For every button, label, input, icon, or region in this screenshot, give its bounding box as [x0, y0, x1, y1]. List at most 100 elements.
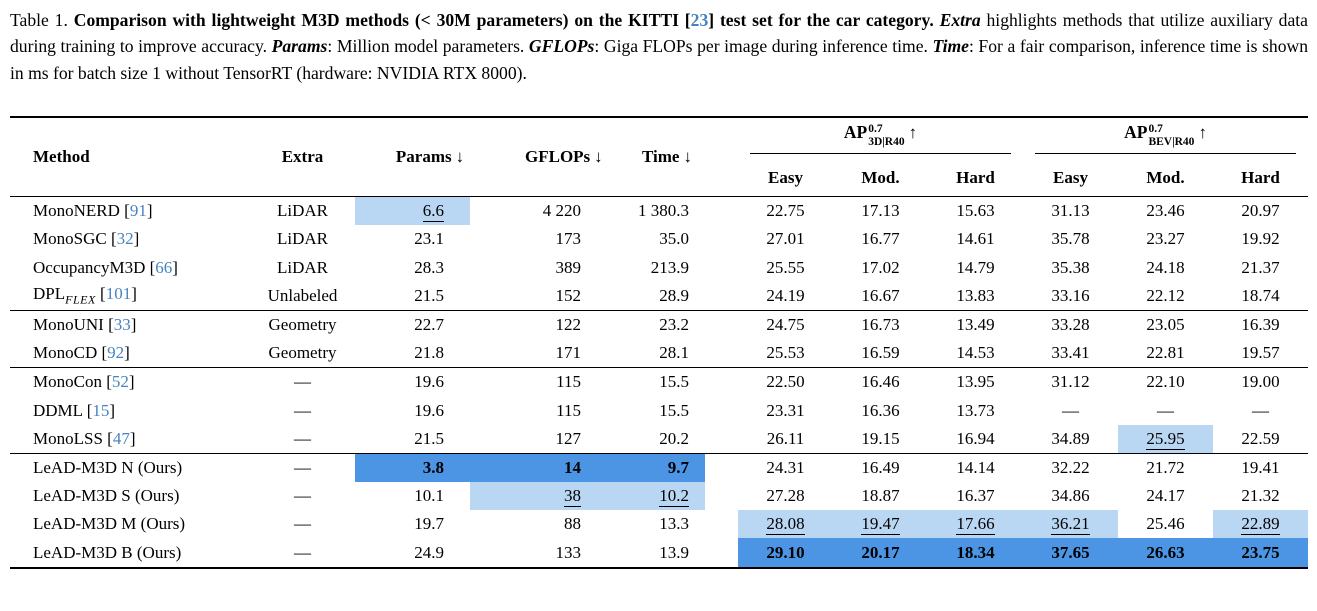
cell-value: 25.95: [1146, 428, 1185, 450]
method-name: LeAD-M3D B (Ours): [33, 542, 182, 562]
cell-method: LeAD-M3D B (Ours): [10, 538, 250, 567]
cell-value: 16.39: [1241, 315, 1280, 335]
cell-value: 6.6: [422, 201, 444, 223]
cell-method: MonoLSS [47]: [33, 428, 136, 448]
citation-link[interactable]: 32: [116, 229, 134, 249]
cell-value: 21.72: [1146, 457, 1185, 477]
ap3d-supsub: 0.7 3D|R40: [868, 123, 904, 148]
cell-value: 20.2: [659, 428, 689, 448]
cell-apbev-hard: 23.75: [1213, 538, 1309, 568]
citation-link[interactable]: 66: [155, 257, 173, 277]
cell-apbev-hard: 19.00: [1213, 368, 1308, 397]
cell-ap3d-hard: 17.66: [928, 510, 1024, 539]
cell-value: —: [1062, 400, 1080, 420]
cell-value: 33.16: [1051, 285, 1090, 305]
citation-link[interactable]: 101: [105, 284, 132, 304]
header-row-subcols: Easy Mod. Hard Easy Mod. Hard: [10, 160, 1308, 197]
cell-value: 31.13: [1051, 201, 1090, 221]
cell-apbev-mod: 25.95: [1118, 424, 1214, 454]
cell-value: 10.2: [659, 486, 689, 508]
cell-value: 26.63: [1146, 542, 1185, 562]
cell-value: 10.1: [414, 486, 444, 506]
cell-apbev-easy: 32.22: [1023, 453, 1118, 482]
cell-value: 13.9: [659, 542, 689, 562]
column-gap: [705, 117, 738, 197]
cell-extra: —: [294, 400, 311, 420]
cell-value: 15.63: [956, 201, 995, 221]
cell-time: 9.7: [595, 453, 705, 483]
citation-link[interactable]: 52: [111, 372, 129, 392]
citation-link[interactable]: 92: [107, 343, 125, 363]
cell-value: 16.94: [956, 428, 995, 448]
cell-value: 16.59: [861, 343, 900, 363]
cell-value: 16.77: [861, 229, 900, 249]
cell-ap3d-mod: 16.73: [833, 310, 928, 339]
column-gap: [705, 368, 738, 397]
cell-value: 14.14: [956, 457, 995, 477]
cell-ap3d-mod: 19.47: [833, 510, 928, 539]
cell-value: 19.41: [1241, 457, 1280, 477]
method-name: MonoLSS: [33, 428, 103, 448]
citation-link[interactable]: 91: [129, 201, 147, 221]
cell-apbev-easy: 35.38: [1023, 254, 1118, 282]
cell-ap3d-mod: 17.02: [833, 254, 928, 282]
col-header-ap3d-mod: Mod.: [861, 168, 900, 188]
table-header: Method Extra Params ↓ GFLOPs ↓ Time ↓ AP 0.7…: [10, 117, 1309, 197]
citation-link[interactable]: 47: [112, 428, 130, 448]
cell-apbev-hard: 18.74: [1213, 282, 1308, 311]
cell-ap3d-mod: 16.49: [833, 453, 928, 482]
cell-value: 13.83: [956, 285, 995, 305]
cell-apbev-hard: 19.92: [1213, 225, 1308, 253]
method-name: OccupancyM3D: [33, 257, 146, 277]
cell-ap3d-hard: 13.83: [928, 282, 1023, 311]
cell-value: 23.05: [1146, 315, 1185, 335]
cell-apbev-easy: 33.41: [1023, 339, 1118, 368]
cell-extra: LiDAR: [277, 229, 328, 249]
cell-value: 34.89: [1051, 428, 1090, 448]
cell-value: 17.66: [956, 514, 995, 536]
cell-params: 19.6: [355, 396, 470, 424]
cell-value: 4 220: [542, 201, 581, 221]
cell-value: 26.11: [766, 428, 805, 448]
column-gap: [705, 396, 738, 424]
cell-gflops: 38: [470, 482, 595, 511]
cell-params: 22.7: [355, 310, 470, 339]
col-group-ap3d: AP 0.7 3D|R40 ↑: [738, 117, 1023, 160]
cell-value: 22.10: [1146, 372, 1185, 392]
cell-apbev-hard: 22.59: [1213, 425, 1308, 454]
cell-gflops: 115: [470, 396, 595, 424]
cell-ap3d-mod: 19.15: [833, 425, 928, 454]
table-row: LeAD-M3D N (Ours) — 3.8 14 9.7 24.31 16.49 14.1…: [10, 453, 1309, 483]
cell-value: 22.50: [766, 372, 805, 392]
cell-ap3d-hard: 16.94: [928, 425, 1023, 454]
caption-citation-link[interactable]: 23: [690, 10, 709, 30]
cell-apbev-easy: 31.13: [1023, 197, 1118, 226]
cell-ap3d-easy: 24.31: [738, 453, 833, 482]
cell-ap3d-hard: 14.14: [928, 453, 1023, 482]
cell-gflops: 88: [470, 510, 595, 538]
cell-method: DDML [15]: [33, 400, 116, 420]
method-name: MonoSGC: [33, 229, 107, 249]
cell-value: 15.5: [659, 400, 689, 420]
cell-ap3d-easy: 22.75: [738, 197, 833, 226]
down-arrow-icon: ↓: [594, 147, 603, 167]
caption-segment: : For a fair comparison, inference time …: [10, 36, 1309, 83]
method-name: LeAD-M3D N (Ours): [33, 457, 183, 477]
citation-link[interactable]: 15: [92, 400, 110, 420]
cell-value: 16.46: [861, 372, 900, 392]
cell-value: 115: [556, 372, 581, 392]
cell-value: 21.8: [414, 343, 444, 363]
method-name: MonoCD: [33, 343, 98, 363]
method-name: LeAD-M3D S (Ours): [33, 486, 180, 506]
cell-value: 24.19: [766, 285, 805, 305]
cell-ap3d-hard: 13.95: [928, 368, 1023, 397]
cell-apbev-hard: 20.97: [1213, 197, 1308, 226]
cell-value: 24.75: [766, 315, 805, 335]
cell-value: 23.2: [659, 315, 689, 335]
cell-value: 22.7: [414, 315, 444, 335]
citation-link[interactable]: 33: [113, 315, 131, 335]
cell-extra: —: [294, 542, 311, 562]
cell-time: 1 380.3: [595, 197, 705, 226]
cell-value: 13.95: [956, 372, 995, 392]
cell-value: 20.97: [1241, 201, 1280, 221]
